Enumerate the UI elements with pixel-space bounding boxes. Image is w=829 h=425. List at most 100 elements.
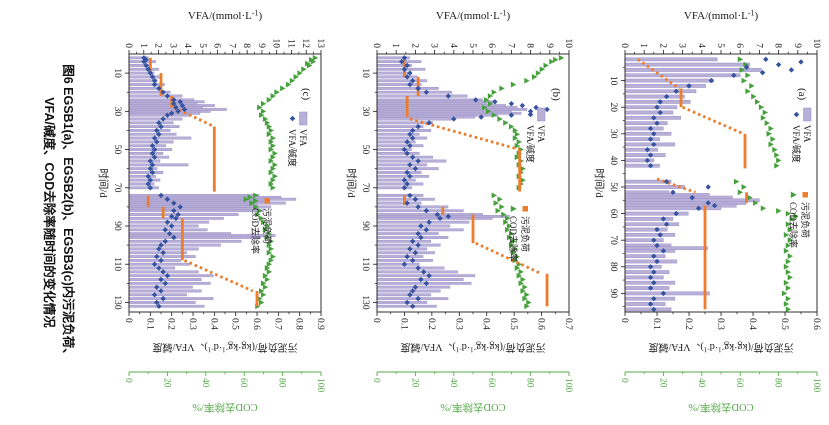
svg-text:7: 7	[226, 43, 236, 48]
svg-text:4: 4	[448, 43, 458, 48]
svg-text:时间/d: 时间/d	[593, 168, 606, 198]
svg-text:0.8: 0.8	[294, 318, 304, 330]
svg-text:3: 3	[167, 43, 177, 48]
svg-text:70: 70	[608, 235, 618, 245]
vfa-bars-series	[624, 57, 762, 312]
svg-text:0: 0	[123, 318, 133, 323]
cod-axis: 0 20 40 60 80 100 COD去除率/%	[619, 371, 821, 414]
svg-text:20: 20	[409, 378, 419, 388]
vfa-alkalinity-ratio-series	[141, 55, 188, 309]
cod-axis: 0 20 40 60 80 100 COD去除率/%	[123, 371, 325, 414]
svg-text:3: 3	[677, 43, 687, 48]
svg-text:时间/d: 时间/d	[345, 168, 358, 198]
svg-text:30: 30	[360, 107, 370, 117]
svg-text:100: 100	[563, 378, 573, 393]
svg-text:7: 7	[753, 43, 763, 48]
svg-text:110: 110	[112, 257, 122, 271]
svg-text:9: 9	[544, 43, 554, 48]
svg-text:70: 70	[360, 183, 370, 193]
svg-text:0: 0	[371, 43, 381, 48]
svg-text:0.9: 0.9	[315, 318, 325, 330]
svg-text:8: 8	[773, 43, 783, 48]
svg-text:0.3: 0.3	[187, 318, 197, 330]
axes: 0 1 2 3 4 5 6 7 8 9 10 VFA/(mmol·L-1​) 10 30 50 70 90 110…	[345, 9, 573, 354]
svg-text:40: 40	[200, 378, 210, 388]
sludge-load-series	[146, 57, 259, 307]
svg-text:6: 6	[486, 43, 496, 48]
svg-text:20: 20	[608, 102, 618, 112]
svg-text:0.2: 0.2	[166, 318, 176, 330]
svg-text:20: 20	[657, 378, 667, 388]
sludge-load-series	[403, 57, 549, 307]
svg-text:COD去除率: COD去除率	[788, 202, 799, 248]
svg-text:100: 100	[315, 378, 325, 393]
svg-text:12: 12	[300, 39, 310, 49]
svg-text:11: 11	[285, 39, 295, 48]
svg-text:40: 40	[448, 378, 458, 388]
vfa-bars-series	[128, 56, 297, 308]
svg-text:7: 7	[505, 43, 515, 48]
svg-text:0: 0	[123, 378, 133, 383]
figure-caption: 图6 EGSB1(a)、EGSB2(b)、EGSB3(c)内污泥负荷、 VFA/…	[38, 0, 77, 425]
svg-text:5: 5	[467, 43, 477, 48]
svg-text:VFA/碱度: VFA/碱度	[525, 125, 536, 163]
svg-text:10: 10	[360, 68, 370, 78]
svg-text:VFA/(mmol·L-1​): VFA/(mmol·L-1​)	[684, 9, 759, 22]
svg-text:5: 5	[197, 43, 207, 48]
svg-text:4: 4	[182, 43, 192, 48]
svg-text:时间/d: 时间/d	[97, 168, 110, 198]
svg-text:30: 30	[112, 107, 122, 117]
svg-text:3: 3	[429, 43, 439, 48]
svg-text:污泥负荷/(kg·kg-1​·d-1​)、VFA/碱度: 污泥负荷/(kg·kg-1​·d-1​)、VFA/碱度	[400, 341, 545, 354]
svg-text:90: 90	[112, 221, 122, 231]
svg-text:4: 4	[696, 43, 706, 48]
panel-letter: (c)	[300, 88, 312, 101]
cod-removal-series	[243, 54, 319, 310]
svg-text:0: 0	[619, 318, 629, 323]
svg-text:0.3: 0.3	[453, 318, 463, 330]
axes: 0 1 2 3 4 5 6 7 8 9 10 VFA/(mmol·L-1​) 10 20 30 40 50 60 7…	[593, 9, 821, 354]
panel-c-egsb3: 012345678910111213VFA/(mmol·L-1​)1030507…	[83, 0, 331, 425]
svg-text:6: 6	[212, 43, 222, 48]
svg-text:1: 1	[138, 43, 148, 48]
svg-text:9: 9	[792, 43, 802, 48]
svg-text:0.6: 0.6	[251, 318, 261, 330]
svg-text:0.4: 0.4	[208, 318, 218, 330]
svg-text:VFA: VFA	[536, 125, 546, 143]
svg-text:10: 10	[563, 39, 573, 49]
chart-EGSB3: 012345678910111213VFA/(mmol·L-1​)1030507…	[97, 9, 325, 414]
svg-text:0.1: 0.1	[398, 318, 408, 330]
svg-text:90: 90	[608, 289, 618, 299]
svg-text:13: 13	[315, 39, 325, 49]
vfa-alkalinity-ratio-series	[398, 55, 550, 309]
svg-text:0.6: 0.6	[536, 318, 546, 330]
cod-axis: 0 20 40 60 80 100 COD去除率/%	[371, 371, 573, 414]
svg-text:50: 50	[112, 145, 122, 155]
svg-text:0.1: 0.1	[651, 318, 661, 330]
svg-text:80: 80	[525, 378, 535, 388]
svg-text:VFA/碱度: VFA/碱度	[287, 129, 298, 167]
svg-text:2: 2	[409, 43, 419, 48]
svg-text:2: 2	[657, 43, 667, 48]
svg-text:VFA/(mmol·L-1​): VFA/(mmol·L-1​)	[188, 9, 263, 22]
svg-text:80: 80	[277, 378, 287, 388]
svg-text:0.4: 0.4	[481, 318, 491, 330]
svg-text:0.4: 0.4	[747, 318, 757, 330]
svg-text:COD去除率/%: COD去除率/%	[192, 401, 258, 414]
svg-text:2: 2	[153, 43, 163, 48]
svg-text:10: 10	[271, 39, 281, 49]
svg-text:5: 5	[715, 43, 725, 48]
caption-line-1: 图6 EGSB1(a)、EGSB2(b)、EGSB3(c)内污泥负荷、	[61, 64, 75, 361]
svg-text:VFA/(mmol·L-1​): VFA/(mmol·L-1​)	[436, 9, 511, 22]
caption-line-2: VFA/碱度、COD去除率随时间的变化情况	[41, 97, 56, 328]
svg-text:40: 40	[696, 378, 706, 388]
svg-text:70: 70	[112, 183, 122, 193]
svg-text:0.7: 0.7	[563, 318, 573, 330]
panel-b-egsb2: 0 1 2 3 4 5 6 7 8 9 10 VFA/(mmol·L-1​) 10 30 50 70 90 110…	[331, 0, 579, 425]
svg-text:0: 0	[371, 318, 381, 323]
svg-text:0.5: 0.5	[230, 318, 240, 330]
